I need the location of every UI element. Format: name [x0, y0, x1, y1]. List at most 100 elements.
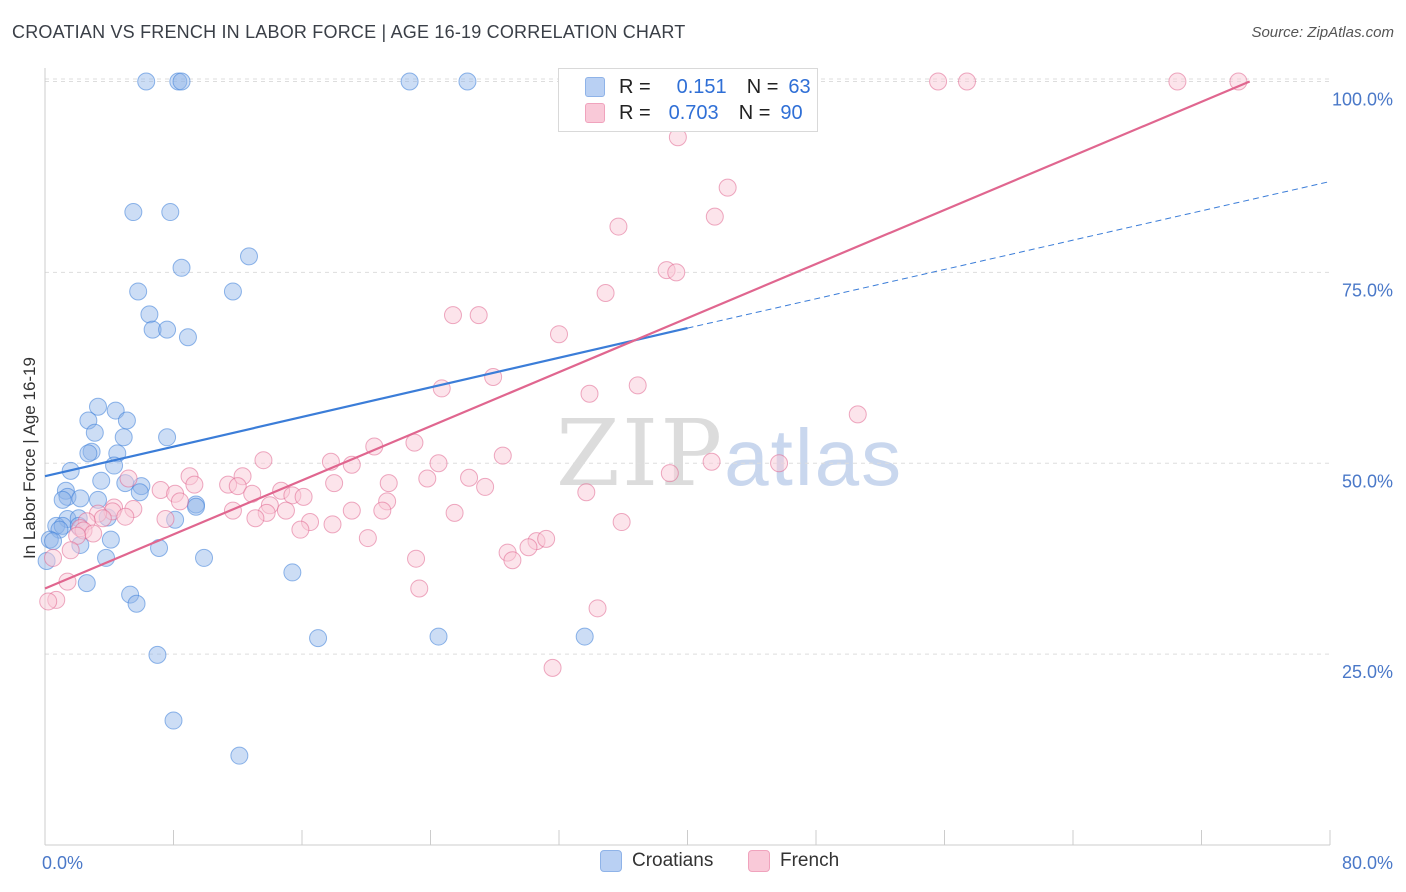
- data-point: [358, 529, 377, 548]
- data-point: [44, 532, 63, 551]
- data-point: [580, 384, 599, 403]
- data-point: [596, 283, 615, 302]
- data-point: [85, 423, 104, 442]
- data-point: [117, 411, 136, 430]
- data-point: [443, 306, 462, 325]
- data-point: [537, 529, 556, 548]
- data-point: [124, 203, 143, 222]
- data-point: [185, 475, 204, 494]
- data-point: [161, 203, 180, 222]
- x-tick-label-max: 80.0%: [1342, 853, 1393, 873]
- legend-croatians[interactable]: Croatians: [600, 850, 713, 872]
- data-point: [323, 515, 342, 534]
- data-point: [325, 474, 344, 493]
- data-point: [127, 594, 146, 613]
- watermark-atlas: atlas: [724, 413, 904, 502]
- data-point: [342, 501, 361, 520]
- data-point: [1168, 72, 1187, 91]
- french-r-value: 0.703: [668, 101, 719, 124]
- french-legend-swatch: [748, 850, 770, 872]
- data-point: [429, 454, 448, 473]
- data-point: [410, 579, 429, 598]
- data-point: [476, 477, 495, 496]
- data-point: [239, 247, 258, 266]
- data-point: [164, 711, 183, 730]
- data-point: [170, 492, 189, 511]
- trend-lines: [44, 80, 1331, 590]
- series-legend: Croatians French: [0, 850, 1406, 878]
- data-point: [143, 320, 162, 339]
- data-point: [612, 513, 631, 532]
- croatians-legend-label: Croatians: [632, 850, 714, 871]
- data-point: [770, 454, 789, 473]
- french-r-label: R =: [619, 101, 651, 124]
- data-point: [588, 599, 607, 618]
- trend-line-croatians: [44, 327, 688, 478]
- chart-title: CROATIAN VS FRENCH IN LABOR FORCE | AGE …: [12, 22, 686, 42]
- legend-row-croatians: R = 0.151 N = 63: [585, 74, 811, 100]
- data-point: [469, 306, 488, 325]
- data-point: [195, 548, 214, 567]
- series-croatians: [37, 72, 594, 765]
- data-point: [129, 282, 148, 301]
- data-point: [77, 574, 96, 593]
- data-point: [246, 509, 265, 528]
- data-point: [53, 490, 72, 509]
- data-point: [1229, 72, 1248, 91]
- data-point: [158, 428, 177, 447]
- source-credit: Source: ZipAtlas.com: [1251, 24, 1394, 41]
- data-point: [458, 72, 477, 91]
- data-point: [543, 658, 562, 677]
- data-point: [130, 483, 149, 502]
- data-point: [82, 442, 101, 461]
- data-point: [291, 520, 310, 539]
- data-point: [283, 563, 302, 582]
- data-point: [276, 501, 295, 520]
- x-tick-label-min: 0.0%: [42, 853, 83, 873]
- french-legend-label: French: [780, 850, 840, 871]
- data-point: [89, 397, 108, 416]
- data-point: [114, 428, 133, 447]
- french-n-value: 90: [780, 101, 803, 124]
- data-point: [577, 483, 596, 502]
- croatians-swatch: [585, 77, 605, 97]
- data-point: [493, 446, 512, 465]
- data-point: [628, 376, 647, 395]
- data-point: [418, 469, 437, 488]
- data-point: [40, 530, 59, 549]
- data-point: [223, 282, 242, 301]
- croatians-r-label: R =: [619, 75, 651, 98]
- data-point: [71, 489, 90, 508]
- data-point: [230, 746, 249, 765]
- data-point: [93, 509, 112, 528]
- y-tick-label: 100.0%: [1332, 90, 1393, 110]
- data-point: [44, 548, 63, 567]
- stats-legend: R = 0.151 N = 63 R = 0.703 N = 90: [558, 68, 818, 132]
- legend-french[interactable]: French: [748, 850, 839, 872]
- data-point: [519, 538, 538, 557]
- data-point: [575, 627, 594, 646]
- french-swatch: [585, 103, 605, 123]
- trend-extension-croatians: [687, 181, 1331, 329]
- data-point: [119, 469, 138, 488]
- data-point: [445, 503, 464, 522]
- data-point: [254, 451, 273, 470]
- data-point: [186, 497, 205, 516]
- croatians-legend-swatch: [600, 850, 622, 872]
- data-point: [667, 263, 686, 282]
- data-point: [407, 549, 426, 568]
- data-point: [61, 541, 80, 560]
- data-point: [848, 405, 867, 424]
- data-point: [460, 468, 479, 487]
- data-point: [609, 217, 628, 236]
- data-point: [158, 320, 177, 339]
- data-point: [503, 551, 522, 570]
- data-point: [172, 72, 191, 91]
- data-point: [156, 509, 175, 528]
- data-point: [373, 501, 392, 520]
- data-point: [429, 627, 448, 646]
- axis-labels: 25.0% 50.0% 75.0% 100.0% 0.0% 80.0% In Labor F…: [20, 90, 1393, 874]
- data-point: [148, 645, 167, 664]
- data-point: [39, 592, 58, 611]
